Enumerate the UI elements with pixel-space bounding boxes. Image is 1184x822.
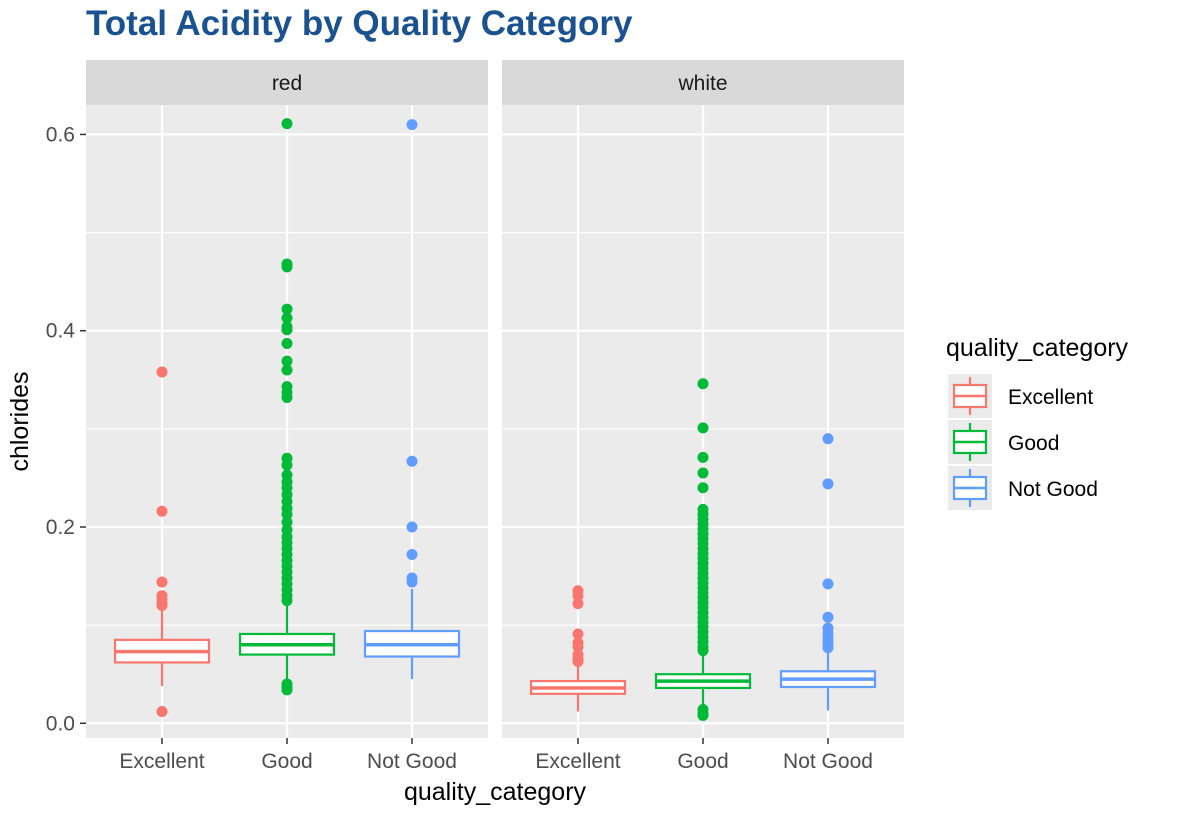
outlier-point-red-good (281, 595, 293, 607)
outlier-point-red-good (281, 459, 293, 471)
outlier-point-white-excellent (572, 590, 584, 602)
outlier-point-white-good (697, 709, 709, 721)
outlier-point-red-good (281, 118, 293, 130)
outlier-point-white-good (697, 482, 709, 494)
x-tick-label-not-good: Not Good (783, 750, 873, 773)
y-axis-title: chlorides (6, 371, 34, 471)
y-tick-label: 0.0 (46, 712, 75, 735)
chart-title: Total Acidity by Quality Category (86, 4, 633, 43)
y-tick-label: 0.4 (46, 320, 76, 343)
legend-label-excellent: Excellent (1008, 386, 1093, 409)
outlier-point-white-good (697, 422, 709, 434)
facet-label-red: red (272, 72, 302, 95)
outlier-point-white-good (697, 645, 709, 657)
outlier-point-red-good (281, 261, 293, 273)
outlier-point-white-good (697, 467, 709, 479)
facet-label-white: white (677, 72, 727, 95)
y-tick-label: 0.6 (46, 123, 75, 146)
outlier-point-red-good (281, 303, 293, 315)
outlier-point-red-good (281, 516, 293, 528)
x-axis-title: quality_category (404, 778, 587, 806)
facet-strip-red (86, 60, 488, 105)
facet-strip-white (502, 60, 904, 105)
outlier-point-red-not-good (406, 455, 418, 467)
outlier-point-red-not-good (406, 119, 418, 131)
legend-label-not-good: Not Good (1008, 478, 1098, 501)
x-tick-label-good: Good (677, 750, 728, 773)
outlier-point-red-good (281, 391, 293, 403)
outlier-point-white-good (697, 451, 709, 463)
outlier-point-white-excellent (572, 598, 584, 610)
outlier-point-red-good (281, 684, 293, 696)
legend-label-good: Good (1008, 432, 1059, 455)
outlier-point-red-not-good (406, 576, 418, 588)
outlier-point-white-not-good (822, 433, 834, 445)
outlier-point-white-not-good (822, 611, 834, 623)
x-tick-label-excellent: Excellent (119, 750, 204, 773)
x-tick-label-good: Good (261, 750, 312, 773)
outlier-point-white-not-good (822, 478, 834, 490)
legend-title: quality_category (946, 334, 1129, 362)
outlier-point-white-excellent (572, 628, 584, 640)
outlier-point-red-not-good (406, 521, 418, 533)
outlier-point-white-not-good (822, 642, 834, 654)
outlier-point-red-good (281, 508, 293, 520)
outlier-point-red-excellent (156, 505, 168, 517)
outlier-point-red-excellent (156, 366, 168, 378)
outlier-point-white-excellent (572, 641, 584, 653)
x-tick-label-not-good: Not Good (367, 750, 457, 773)
outlier-point-white-excellent (572, 655, 584, 667)
y-tick-label: 0.2 (46, 516, 75, 539)
outlier-point-white-not-good (822, 578, 834, 590)
outlier-point-red-excellent (156, 600, 168, 612)
outlier-point-red-excellent (156, 706, 168, 718)
outlier-point-red-excellent (156, 576, 168, 588)
outlier-point-red-good (281, 355, 293, 367)
outlier-point-white-good (697, 378, 709, 390)
outlier-point-red-good (281, 337, 293, 349)
outlier-point-red-good (281, 324, 293, 336)
outlier-point-red-good (281, 312, 293, 324)
outlier-point-red-not-good (406, 548, 418, 560)
outlier-point-red-good (281, 364, 293, 376)
x-tick-label-excellent: Excellent (535, 750, 620, 773)
